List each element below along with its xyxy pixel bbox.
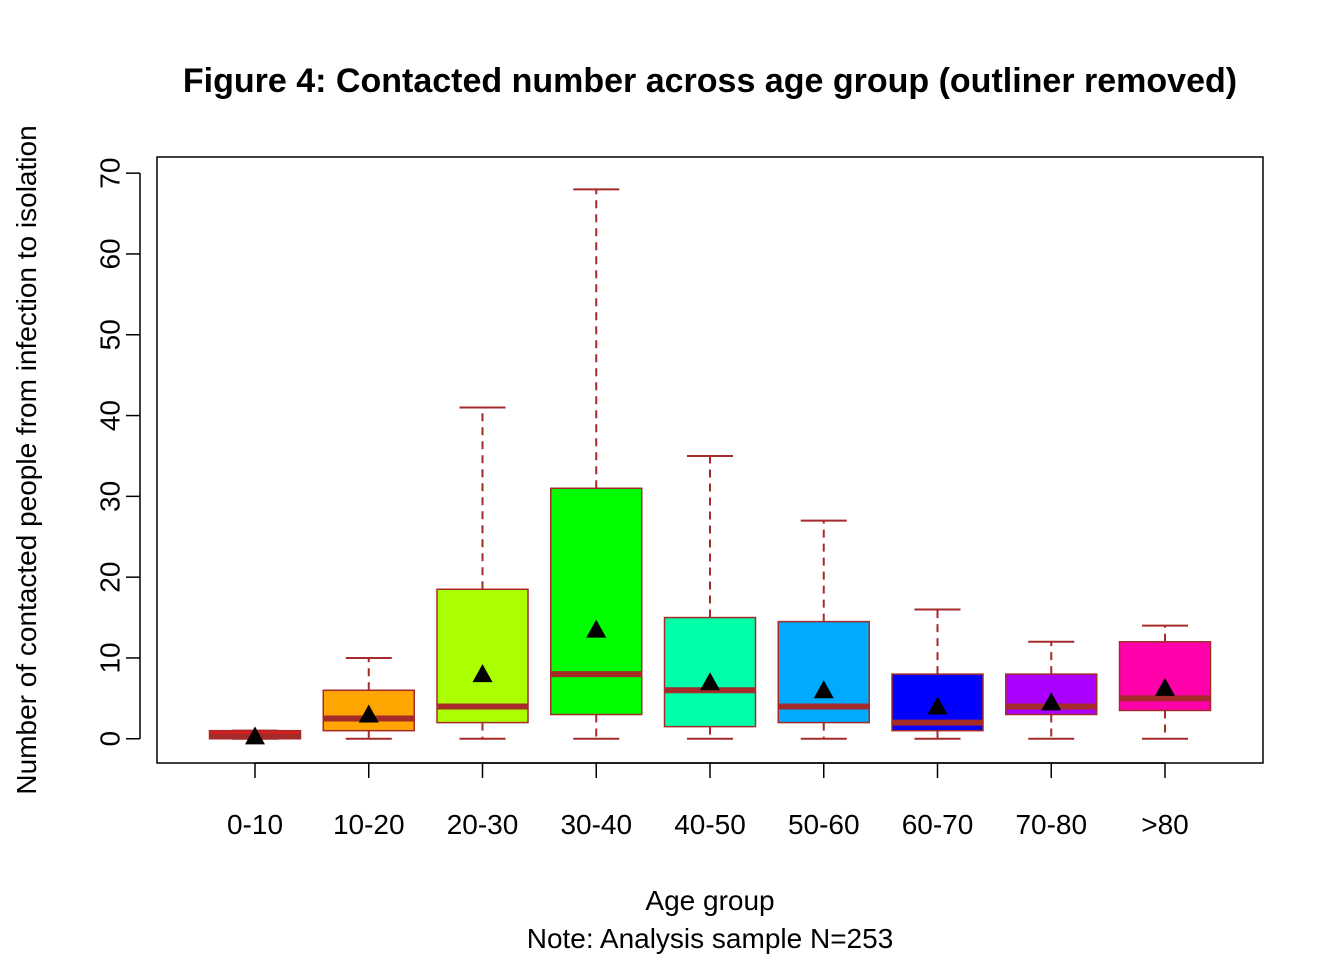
mean-marker: [700, 672, 720, 691]
mean-marker: [472, 664, 493, 683]
boxes-group: [208, 188, 1212, 745]
x-tick-label: 60-70: [902, 809, 974, 840]
y-tick-label: 30: [94, 481, 125, 512]
y-tick-label: 50: [94, 319, 125, 350]
y-tick-label: 40: [94, 400, 125, 431]
y-axis-label: Number of contacted people from infectio…: [11, 125, 42, 794]
x-tick-label: 0-10: [227, 809, 283, 840]
box-5: [663, 454, 757, 740]
x-tick-label: >80: [1141, 809, 1189, 840]
box-1: [208, 726, 302, 745]
x-tick-label: 20-30: [447, 809, 519, 840]
mean-marker: [245, 726, 265, 745]
x-tick-label: 40-50: [674, 809, 746, 840]
mean-marker: [358, 704, 379, 723]
box-4: [550, 188, 643, 740]
box-7: [891, 608, 984, 740]
iqr-box: [550, 487, 643, 716]
mean-marker: [1041, 692, 1062, 711]
mean-marker: [927, 696, 948, 715]
iqr-box: [663, 616, 757, 728]
y-tick-label: 70: [94, 158, 125, 189]
box-9: [1118, 624, 1212, 740]
mean-marker: [1155, 677, 1175, 696]
sample-note: Note: Analysis sample N=253: [527, 923, 894, 954]
mean-marker: [586, 619, 607, 638]
x-axis: 0-10 10-20 20-30 30-40 40-50 50-60 60-70 70-80 >…: [227, 762, 1189, 840]
box-3: [436, 406, 529, 740]
x-tick-label: 70-80: [1015, 809, 1087, 840]
y-tick-label: 0: [94, 731, 125, 747]
mean-marker: [813, 680, 834, 699]
chart-title: Figure 4: Contacted number across age gr…: [183, 62, 1237, 100]
x-tick-label: 30-40: [560, 809, 632, 840]
box-8: [1005, 640, 1098, 740]
y-axis: 0 10 20 30 40 50 60 70: [94, 158, 141, 747]
iqr-box: [436, 588, 529, 724]
box-6: [777, 519, 870, 740]
x-tick-label: 50-60: [788, 809, 860, 840]
box-2: [322, 656, 415, 740]
x-axis-label: Age group: [645, 885, 774, 916]
y-tick-label: 20: [94, 562, 125, 593]
y-tick-label: 60: [94, 238, 125, 269]
y-tick-label: 10: [94, 642, 125, 673]
x-tick-label: 10-20: [333, 809, 405, 840]
